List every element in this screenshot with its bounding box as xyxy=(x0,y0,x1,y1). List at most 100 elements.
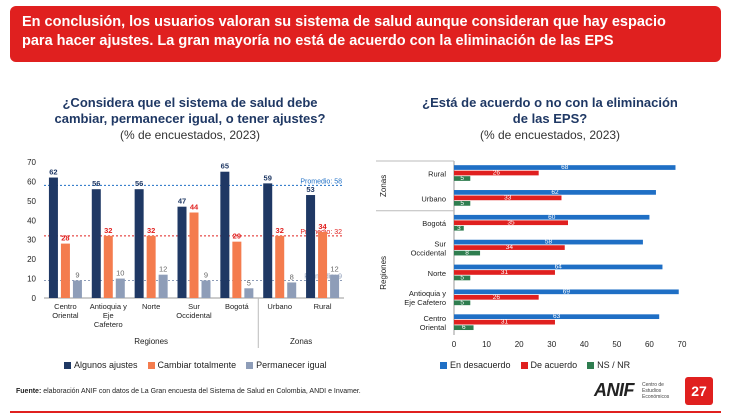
group-label: Regiones xyxy=(134,337,168,346)
data-label: 29 xyxy=(233,232,241,241)
x-tick-label: Occidental xyxy=(176,311,212,320)
y-tick-label: Norte xyxy=(428,269,446,278)
bar xyxy=(220,171,230,298)
data-label: 31 xyxy=(501,269,509,276)
legend-swatch xyxy=(147,362,155,370)
data-label: 12 xyxy=(159,265,167,274)
x-tick-label: Cafetero xyxy=(94,320,123,329)
bar xyxy=(60,243,70,298)
x-tick-label: 10 xyxy=(482,340,491,349)
bar xyxy=(158,274,168,298)
data-label: 9 xyxy=(204,271,208,280)
bar xyxy=(232,241,242,298)
data-label: 62 xyxy=(551,189,559,196)
legend-item: NS / NR xyxy=(587,360,630,370)
data-label: 6 xyxy=(462,324,466,331)
data-label: 12 xyxy=(330,265,338,274)
bar xyxy=(454,325,474,331)
data-label: 60 xyxy=(548,214,556,221)
data-label: 59 xyxy=(264,173,272,182)
x-tick-label: Bogotá xyxy=(225,302,250,311)
legend-swatch xyxy=(440,362,447,370)
horizontal-bar-chart: ZonasRegiones68265Rural62335Urbano60353B… xyxy=(376,160,687,349)
legend-swatch xyxy=(64,362,71,370)
y-tick-label: 50 xyxy=(27,197,36,206)
data-label: 53 xyxy=(306,185,314,194)
data-label: 56 xyxy=(92,179,100,188)
data-label: 5 xyxy=(460,200,464,207)
bar xyxy=(134,189,144,298)
data-label: 31 xyxy=(501,319,509,326)
x-tick-label: 0 xyxy=(452,340,457,349)
y-tick-label: Oriental xyxy=(420,323,447,332)
source-note: Fuente: elaboración ANIF con datos de La… xyxy=(16,388,361,395)
data-label: 56 xyxy=(135,179,143,188)
bar xyxy=(454,250,481,256)
data-label: 28 xyxy=(61,234,69,243)
y-tick-label: 30 xyxy=(27,236,36,245)
bar xyxy=(454,220,568,226)
y-tick-label: 20 xyxy=(27,255,36,264)
bar xyxy=(72,280,82,298)
data-label: 32 xyxy=(147,226,155,235)
y-tick-label: Sur xyxy=(434,240,446,249)
legend-label: Cambiar totalmente xyxy=(157,360,237,370)
bar xyxy=(201,280,211,298)
x-tick-label: 50 xyxy=(612,340,621,349)
x-tick-label: Norte xyxy=(142,302,160,311)
bar xyxy=(115,278,125,298)
legend-label: NS / NR xyxy=(597,360,631,370)
bar xyxy=(454,270,555,275)
x-tick-label: Centro xyxy=(54,302,77,311)
y-tick-label: 70 xyxy=(27,158,36,167)
y-tick-label: Antioquia y xyxy=(409,289,446,298)
data-label: 8 xyxy=(465,250,469,257)
bar xyxy=(454,239,643,245)
data-label: 64 xyxy=(555,264,563,271)
legend-item: Cambiar totalmente xyxy=(147,360,237,370)
bar xyxy=(454,170,539,176)
bar xyxy=(275,235,285,298)
x-tick-label: Eje xyxy=(103,311,114,320)
data-label: 68 xyxy=(561,164,569,171)
right-chart-title-line-1: ¿Está de acuerdo o no con la eliminación xyxy=(422,95,678,110)
left-chart-title-line-2: cambiar, permanecer igual, o tener ajust… xyxy=(54,111,326,126)
data-label: 5 xyxy=(460,275,464,282)
bar xyxy=(146,235,156,298)
data-label: 8 xyxy=(290,272,294,281)
bar xyxy=(189,212,199,298)
data-label: 62 xyxy=(49,168,57,177)
bar xyxy=(454,275,471,281)
bar xyxy=(48,177,58,298)
legend-item: De acuerdo xyxy=(520,360,577,370)
bar xyxy=(103,235,113,298)
legend-swatch xyxy=(246,362,254,370)
anif-logo: ANIF xyxy=(594,380,635,400)
y-tick-label: 10 xyxy=(27,275,36,284)
bar xyxy=(177,206,187,298)
legend-item: En desacuerdo xyxy=(440,360,511,370)
bar xyxy=(454,294,539,300)
y-tick-label: 0 xyxy=(32,294,37,303)
x-tick-label: Oriental xyxy=(52,311,79,320)
x-tick-label: 70 xyxy=(678,340,687,349)
data-label: 10 xyxy=(116,269,124,278)
bar xyxy=(454,314,660,320)
data-label: 44 xyxy=(190,203,199,212)
bar xyxy=(318,231,328,298)
bar xyxy=(454,319,555,325)
bar xyxy=(454,289,679,295)
x-tick-label: 60 xyxy=(645,340,654,349)
x-tick-label: Sur xyxy=(188,302,200,311)
legend-label: Permanecer igual xyxy=(256,360,327,370)
left-chart-subtitle: (% de encuestados, 2023) xyxy=(119,128,261,142)
legend-swatch xyxy=(520,362,528,370)
average-label: Promedio: 58 xyxy=(300,178,342,185)
right-chart-title-line-2: de las EPS? xyxy=(512,111,588,126)
y-tick-label: Eje Cafetero xyxy=(404,298,446,307)
right-chart-subtitle: (% de encuestados, 2023) xyxy=(479,128,621,142)
data-label: 69 xyxy=(563,288,571,295)
bar xyxy=(454,195,562,201)
y-tick-label: Bogotá xyxy=(422,219,447,228)
x-tick-label: Urbano xyxy=(267,302,292,311)
